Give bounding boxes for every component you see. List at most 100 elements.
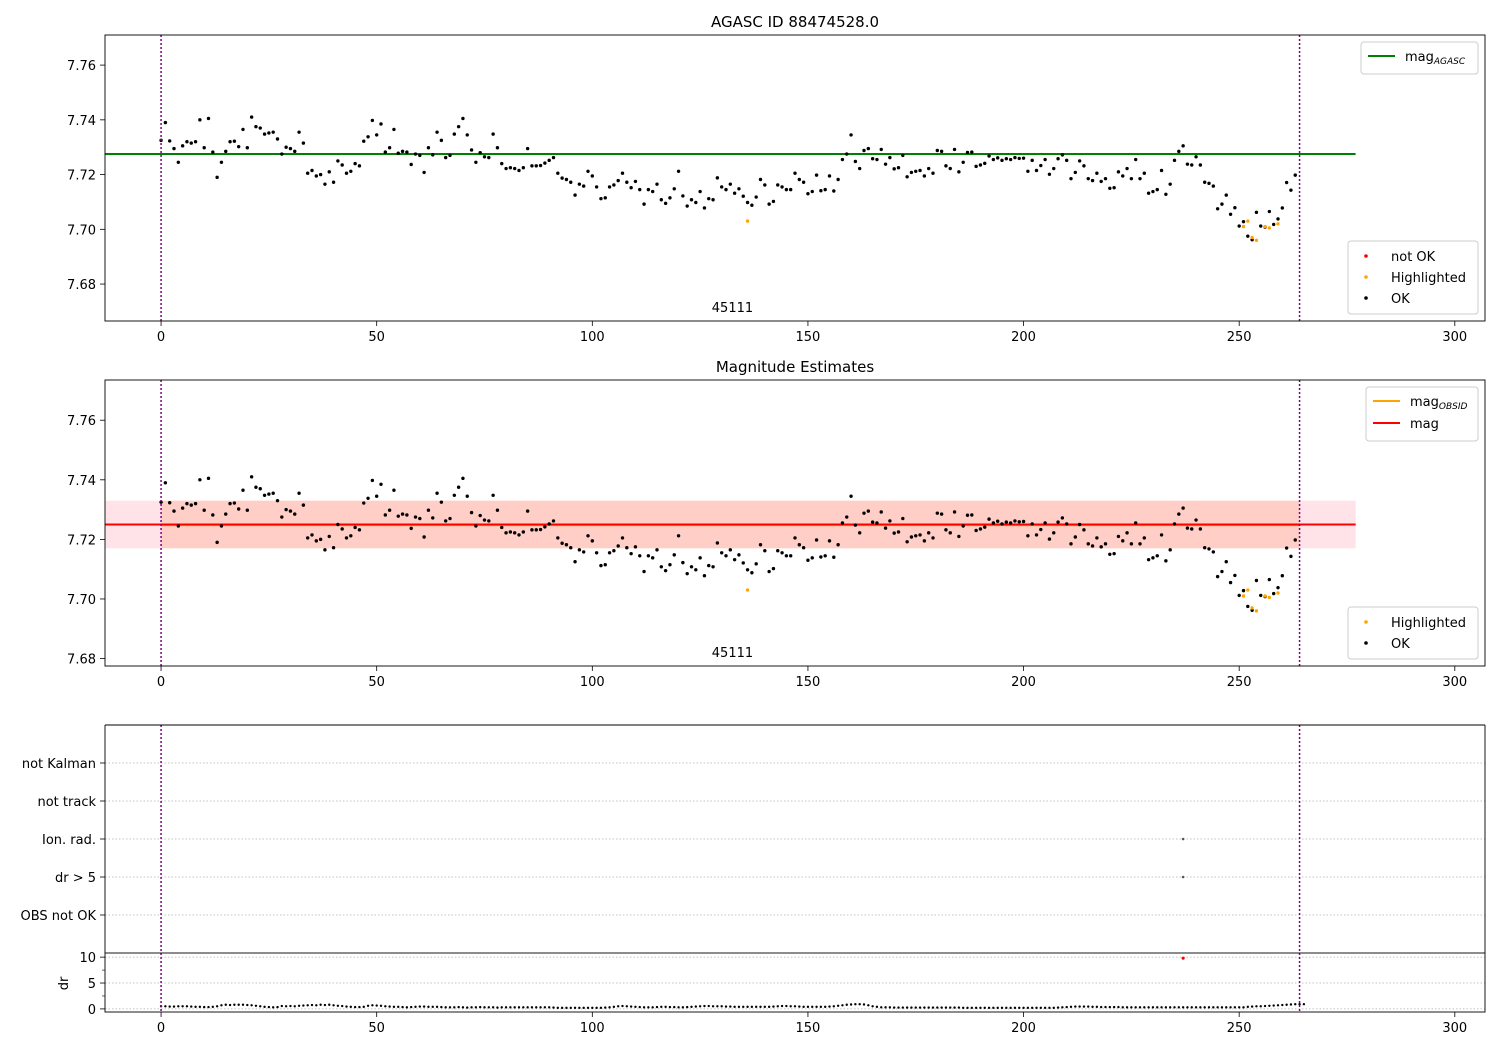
obsid-label: 45111 [712,301,753,316]
dr-point [1164,1006,1168,1009]
ok-point [935,511,940,515]
dr-point [569,1006,572,1010]
dr-point [500,1006,503,1009]
y-tick-label: 7.72 [67,169,96,184]
ok-point [340,163,344,167]
ok-point [452,493,457,497]
ok-point [1211,550,1216,554]
ok-point [448,516,452,521]
ok-point [586,169,590,173]
ok-point [1116,170,1121,174]
dr-point [578,1006,581,1010]
ok-point [1043,521,1047,525]
ok-point [349,169,353,173]
ok-point [715,541,720,545]
ok-point [1086,176,1090,181]
dr-point [353,1005,357,1009]
highlighted-point [1254,238,1259,242]
ok-point [310,168,314,173]
ok-point [741,194,745,198]
dr-point [996,1006,999,1010]
ok-point [241,127,245,132]
ok-point [1190,527,1194,531]
ok-point [249,115,254,119]
ok-point [431,153,435,157]
dr-point [289,1004,292,1008]
dr-point [366,1004,370,1007]
dr-point [1177,1006,1181,1009]
ok-point [599,563,603,568]
dr-point [608,1006,611,1009]
dr-point [233,1003,236,1006]
dr-point [530,1006,534,1009]
ok-point [823,187,827,192]
ok-point [672,553,676,557]
dr-outlier-point [1181,956,1185,960]
dr-point [720,1005,723,1008]
dr-point [871,1005,874,1008]
ok-point [892,167,896,171]
dr-point [1302,1003,1306,1006]
ok-point [901,153,905,158]
ok-point [1082,164,1086,168]
ok-point [836,177,840,182]
ok-point [612,183,616,187]
dr-point [164,1005,167,1008]
ok-point [327,534,331,539]
agasc-panel: AGASC ID 88474528.0 0 50 100 150 200 250 300 7.… [67,13,1486,345]
ok-point [832,555,836,559]
dr-point [345,1005,348,1008]
dr-point [211,1005,215,1009]
ok-point [1215,574,1220,579]
ok-point [232,139,237,143]
dr-point [215,1005,219,1008]
ok-point [327,170,331,174]
ok-point [853,523,858,527]
dr-point [798,1005,801,1008]
ok-point [1099,179,1103,184]
ok-point [801,546,806,550]
ok-point [241,488,245,492]
dr-point [1173,1006,1176,1009]
ok-point [810,556,814,560]
ok-point [288,509,293,513]
ok-point [1077,159,1082,163]
dr-point [267,1005,271,1009]
ok-point [638,554,642,558]
ok-point [888,519,892,523]
ok-point [236,507,241,511]
ok-point [845,515,849,519]
ok-point [1030,522,1034,526]
legend-lines-box [1360,41,1479,75]
dr-point [207,1005,210,1009]
ok-point [745,200,750,205]
dr-axis-label: dr [57,976,72,990]
ok-point [551,519,556,523]
ok-point [793,171,797,175]
ok-point [1052,166,1056,171]
dr-point [526,1006,529,1009]
dr-point [681,1006,685,1009]
ok-point [1207,547,1211,551]
ok-point [957,170,961,174]
ok-point [245,146,250,150]
ok-point [1004,520,1009,524]
ok-point [685,571,689,576]
ok-point [1030,158,1034,163]
y-tick-label: 10 [79,951,96,966]
ok-point [711,198,715,202]
dr-point [694,1005,698,1008]
ok-point [719,185,724,189]
ok-point [918,533,922,537]
dr-point [629,1005,633,1008]
ok-point [784,554,789,558]
ok-point [556,171,560,175]
dr-point [867,1004,870,1007]
ok-point [978,163,983,167]
dr-point [638,1005,641,1009]
ok-point [1026,534,1030,538]
ok-point [1220,569,1224,574]
ok-point [202,508,206,512]
dr-point [1026,1006,1030,1010]
x-tick-label: 50 [368,675,385,690]
